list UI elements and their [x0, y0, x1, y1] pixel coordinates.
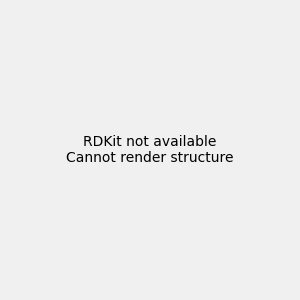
Text: RDKit not available
Cannot render structure: RDKit not available Cannot render struct… — [66, 135, 234, 165]
